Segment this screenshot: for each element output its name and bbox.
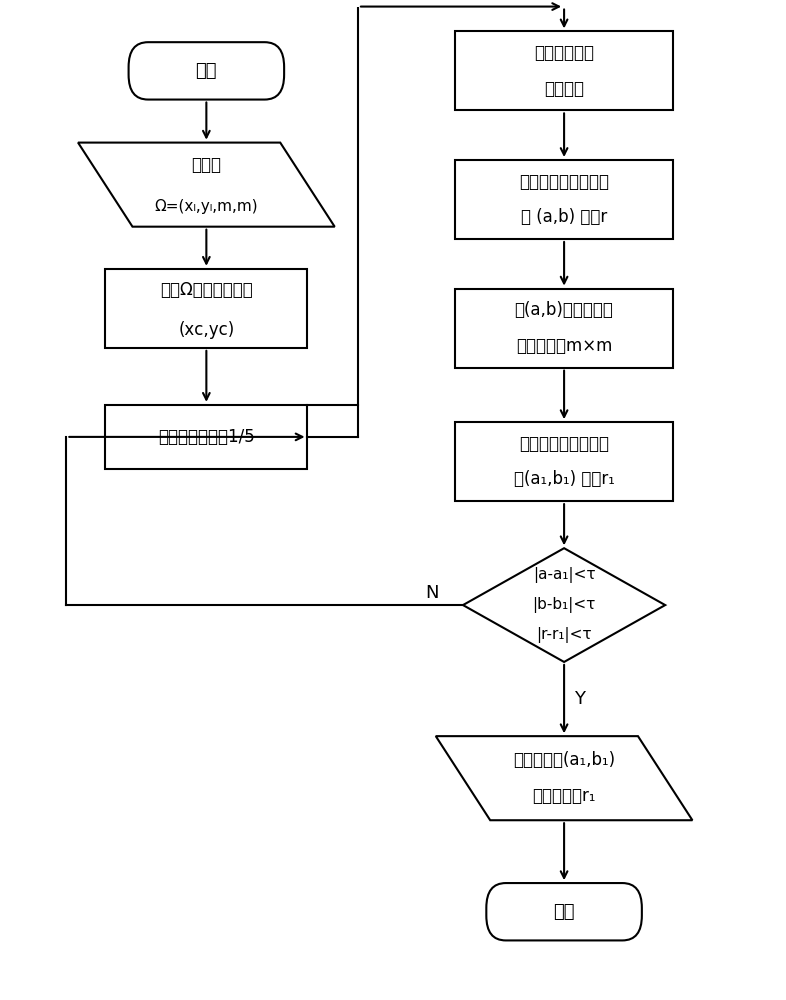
Text: |r-r₁|<τ: |r-r₁|<τ xyxy=(536,627,592,643)
Bar xyxy=(455,422,673,501)
Text: 心(a₁,b₁) 半径r₁: 心(a₁,b₁) 半径r₁ xyxy=(513,470,615,488)
Bar xyxy=(455,31,673,110)
Text: 对定位框区域: 对定位框区域 xyxy=(534,44,594,62)
Text: 边缘检测: 边缘检测 xyxy=(544,80,584,98)
Text: Y: Y xyxy=(574,690,585,708)
Text: Ω=(xₗ,yₗ,m,m): Ω=(xₗ,yₗ,m,m) xyxy=(155,199,258,214)
Text: |b-b₁|<τ: |b-b₁|<τ xyxy=(532,597,596,613)
Bar xyxy=(105,405,307,469)
FancyBboxPatch shape xyxy=(487,883,642,940)
Text: |a-a₁|<τ: |a-a₁|<τ xyxy=(533,567,596,583)
Text: 结束: 结束 xyxy=(553,903,575,921)
Bar xyxy=(105,269,307,348)
Text: 定位框边界m×m: 定位框边界m×m xyxy=(516,337,612,355)
Polygon shape xyxy=(78,143,335,227)
Text: 圆拟合得到标记物质: 圆拟合得到标记物质 xyxy=(519,435,609,453)
Text: 以(a,b)为中心坐标: 以(a,b)为中心坐标 xyxy=(515,301,614,319)
Bar xyxy=(455,289,673,368)
Text: 定位框边界扩大1/5: 定位框边界扩大1/5 xyxy=(158,428,255,446)
Polygon shape xyxy=(435,736,692,820)
Text: 定位框: 定位框 xyxy=(191,156,222,174)
Text: 标记物质心(a₁,b₁): 标记物质心(a₁,b₁) xyxy=(513,751,615,769)
Polygon shape xyxy=(463,548,665,662)
Text: N: N xyxy=(425,584,439,602)
Text: 计算Ω几何中心坐标: 计算Ω几何中心坐标 xyxy=(160,281,253,299)
Text: 心 (a,b) 半径r: 心 (a,b) 半径r xyxy=(521,208,608,226)
FancyBboxPatch shape xyxy=(129,42,284,100)
Text: 标记物半径r₁: 标记物半径r₁ xyxy=(532,787,596,805)
Text: 圆拟合得到标记物质: 圆拟合得到标记物质 xyxy=(519,173,609,191)
Text: 开始: 开始 xyxy=(196,62,217,80)
Bar xyxy=(455,160,673,239)
Text: (xᴄ,yᴄ): (xᴄ,yᴄ) xyxy=(178,321,234,339)
